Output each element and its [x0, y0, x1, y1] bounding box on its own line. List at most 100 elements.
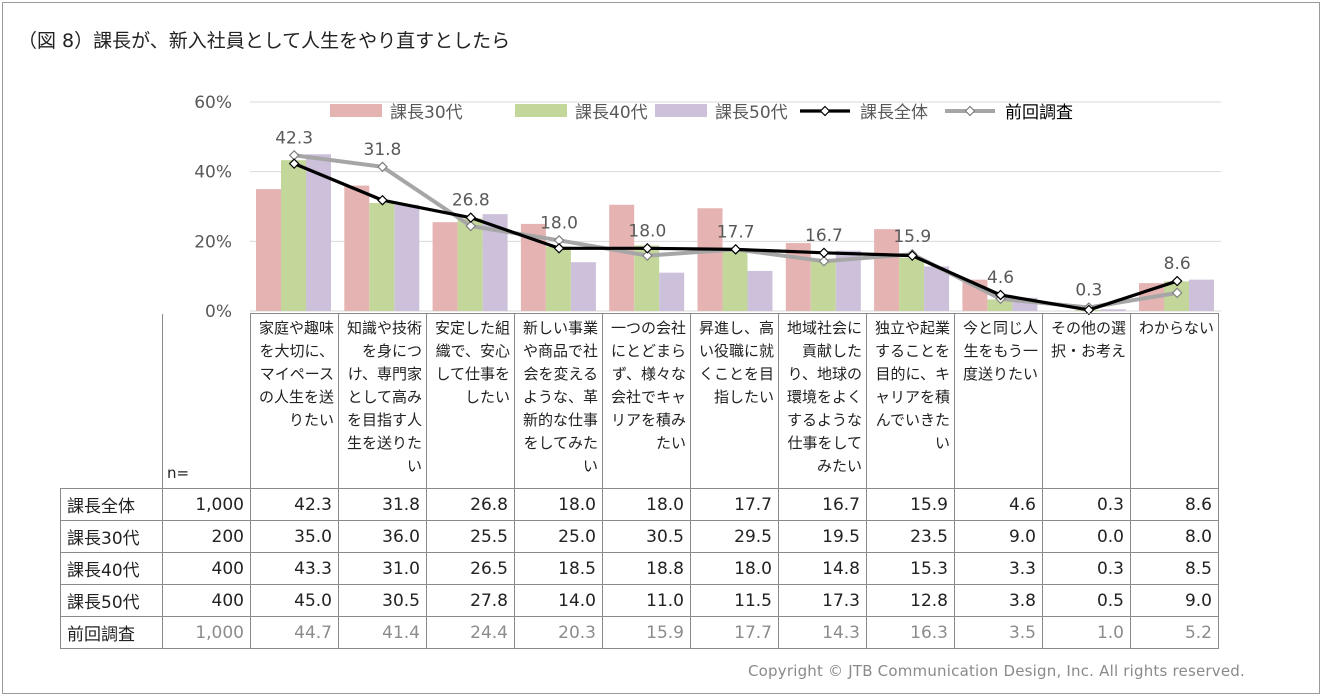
- table-cell: 0.3: [1042, 552, 1131, 585]
- table-cell: 17.3: [778, 584, 867, 617]
- table-cell: 12.8: [866, 584, 955, 617]
- bar-s40-9: [987, 299, 1013, 311]
- bar-s30-1: [256, 189, 281, 311]
- table-cell: 31.0: [338, 552, 427, 585]
- copyright-notice: Copyright © JTB Communication Design, In…: [748, 662, 1245, 680]
- legend-label-total: 課長全体: [860, 103, 928, 123]
- marker-total-4: [553, 242, 565, 254]
- table-cell: 8.6: [1130, 488, 1219, 521]
- line-series: [288, 149, 1183, 316]
- marker-total-9: [995, 289, 1006, 301]
- table-cell: 18.0: [514, 488, 603, 521]
- table-cell: 45.0: [250, 584, 339, 617]
- table-cell: 15.3: [866, 552, 955, 585]
- bar-s30-8: [874, 229, 900, 311]
- table-cell: 3.5: [954, 616, 1043, 649]
- bar-s40-4: [545, 246, 571, 311]
- table-cell: 41.4: [338, 616, 427, 649]
- bar-s50-5: [659, 272, 685, 311]
- n-header: n=: [162, 313, 251, 489]
- data-label-3: 26.8: [452, 191, 490, 211]
- table-cell: 3.3: [954, 552, 1043, 585]
- table-cell: 15.9: [602, 616, 691, 649]
- marker-total-6: [730, 243, 741, 255]
- marker-total-7: [818, 247, 830, 259]
- table-cell: 44.7: [250, 616, 339, 649]
- table-cell: 25.5: [426, 520, 515, 553]
- table-cell: 4.6: [954, 488, 1043, 521]
- data-label-7: 16.7: [805, 226, 843, 246]
- legend-swatch-s40: [515, 104, 567, 117]
- data-label-10: 0.3: [1075, 281, 1102, 301]
- table-row: 課長40代 400 43.3 31.0 26.5 18.5 18.8 18.0 14.8 15.3…: [60, 552, 1219, 585]
- table-cell: 18.0: [602, 488, 691, 521]
- table-cell: 35.0: [250, 520, 339, 553]
- row-n: 400: [162, 552, 251, 585]
- table-cell: 20.3: [514, 616, 603, 649]
- y-tick-label: 40%: [194, 163, 232, 183]
- table-cell: 18.0: [690, 552, 779, 585]
- marker-prev-7: [818, 255, 830, 267]
- data-label-6: 17.7: [717, 222, 755, 242]
- marker-total-11: [1171, 275, 1183, 287]
- data-label-5: 18.0: [628, 221, 666, 241]
- row-n: 1,000: [162, 616, 251, 649]
- legend-swatch-s30: [330, 104, 382, 117]
- table-cell: 30.5: [338, 584, 427, 617]
- marker-total-1: [288, 158, 300, 170]
- row-label: 課長30代: [60, 520, 163, 553]
- table-cell: 9.0: [1130, 584, 1219, 617]
- chart-title: （図 8）課長が、新入社員として人生をやり直すとしたら: [18, 30, 511, 52]
- table-cell: 18.5: [514, 552, 603, 585]
- table-cell: 30.5: [602, 520, 691, 553]
- row-label: 課長50代: [60, 584, 163, 617]
- table-cell: 26.5: [426, 552, 515, 585]
- marker-total-2: [377, 194, 388, 206]
- row-n: 400: [162, 584, 251, 617]
- table-header-row: n= 家庭や趣味を大切に、マイペースの人生を送りたい 知識や技術を身につけ、専門家と…: [60, 313, 1219, 489]
- y-tick-label: 20%: [194, 232, 232, 252]
- category-header-3: 安定した組織で、安心して仕事をしたい: [426, 313, 515, 489]
- table-cell: 31.8: [338, 488, 427, 521]
- legend: 課長30代 課長40代 課長50代 課長全体 前回調査: [330, 103, 1073, 123]
- table-cell: 16.7: [778, 488, 867, 521]
- category-header-7: 地域社会に貢献したり、地球の環境をよくするような仕事をしてみたい: [778, 313, 867, 489]
- table-cell: 9.0: [954, 520, 1043, 553]
- table-cell: 25.0: [514, 520, 603, 553]
- data-label-9: 4.6: [987, 268, 1014, 288]
- bar-s40-8: [899, 257, 925, 311]
- bar-series: [256, 154, 1214, 311]
- table-cell: 14.8: [778, 552, 867, 585]
- row-label: 前回調査: [60, 616, 163, 649]
- bar-s40-3: [457, 218, 483, 311]
- legend-marker-total: [819, 105, 831, 117]
- row-label: 課長40代: [60, 552, 163, 585]
- category-header-8: 独立や起業することを目的に、キャリアを積んでいきたい: [866, 313, 955, 489]
- table-cell: 17.7: [690, 488, 779, 521]
- table-cell: 11.0: [602, 584, 691, 617]
- marker-total-5: [642, 242, 653, 254]
- bar-s30-7: [785, 243, 811, 311]
- bar-s30-2: [344, 185, 370, 311]
- table-cell: 15.9: [866, 488, 955, 521]
- bar-s50-8: [924, 266, 950, 311]
- table-cell: 23.5: [866, 520, 955, 553]
- table-cell: 18.8: [602, 552, 691, 585]
- table-cell: 8.0: [1130, 520, 1219, 553]
- marker-prev-5: [642, 250, 653, 261]
- bar-s50-4: [570, 262, 596, 311]
- table-cell: 14.3: [778, 616, 867, 649]
- marker-prev-11: [1171, 287, 1183, 299]
- marker-total-3: [465, 212, 477, 223]
- table-cell: 3.8: [954, 584, 1043, 617]
- table-cell: 0.5: [1042, 584, 1131, 617]
- data-label-2: 31.8: [364, 140, 402, 160]
- category-header-9: 今と同じ人生をもう一度送りたい: [954, 313, 1043, 489]
- category-header-4: 新しい事業や商品で社会を変えるような、革新的な仕事をしてみたい: [514, 313, 603, 489]
- table-cell: 8.5: [1130, 552, 1219, 585]
- marker-prev-3: [465, 220, 477, 232]
- category-header-11: わからない: [1130, 313, 1219, 489]
- table-cell: 0.3: [1042, 488, 1131, 521]
